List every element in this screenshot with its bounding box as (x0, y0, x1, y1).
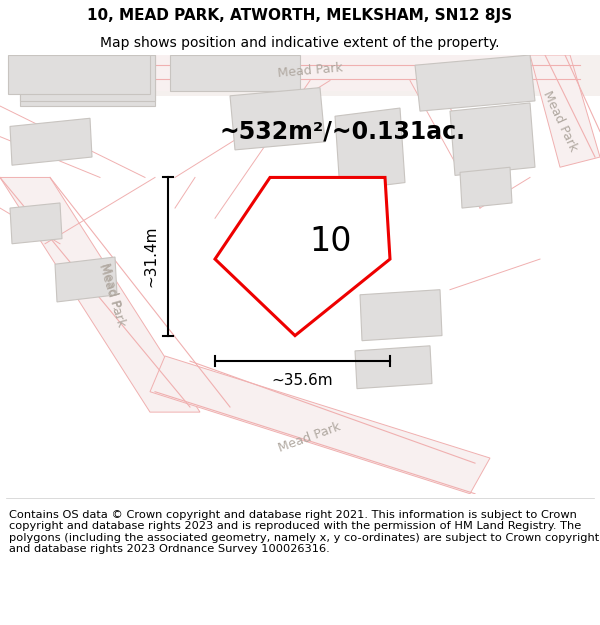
Polygon shape (335, 108, 405, 191)
Text: Mead Park: Mead Park (277, 421, 343, 455)
Text: Contains OS data © Crown copyright and database right 2021. This information is : Contains OS data © Crown copyright and d… (9, 509, 599, 554)
Polygon shape (450, 103, 535, 176)
Polygon shape (215, 177, 390, 336)
Text: Mead Park: Mead Park (540, 89, 580, 154)
Polygon shape (50, 55, 600, 96)
Polygon shape (170, 55, 300, 91)
Polygon shape (10, 118, 92, 165)
Text: Mead Park: Mead Park (96, 262, 128, 328)
Polygon shape (460, 168, 512, 208)
Polygon shape (0, 177, 200, 412)
Polygon shape (150, 356, 490, 494)
Polygon shape (230, 88, 325, 150)
Polygon shape (20, 55, 155, 101)
Text: Map shows position and indicative extent of the property.: Map shows position and indicative extent… (100, 36, 500, 50)
Text: 10: 10 (310, 225, 352, 258)
Text: ~35.6m: ~35.6m (272, 373, 334, 388)
Polygon shape (100, 55, 580, 91)
Text: ~532m²/~0.131ac.: ~532m²/~0.131ac. (220, 119, 466, 144)
Polygon shape (530, 55, 600, 168)
Text: 10, MEAD PARK, ATWORTH, MELKSHAM, SN12 8JS: 10, MEAD PARK, ATWORTH, MELKSHAM, SN12 8… (88, 8, 512, 23)
Polygon shape (415, 55, 535, 111)
Text: Mead Park: Mead Park (277, 61, 343, 79)
Polygon shape (55, 257, 117, 302)
Polygon shape (8, 55, 150, 94)
Text: Mead P...: Mead P... (98, 261, 125, 318)
Polygon shape (10, 203, 62, 244)
Text: ~31.4m: ~31.4m (143, 226, 158, 288)
Polygon shape (360, 289, 442, 341)
Polygon shape (20, 55, 155, 106)
Polygon shape (355, 346, 432, 389)
